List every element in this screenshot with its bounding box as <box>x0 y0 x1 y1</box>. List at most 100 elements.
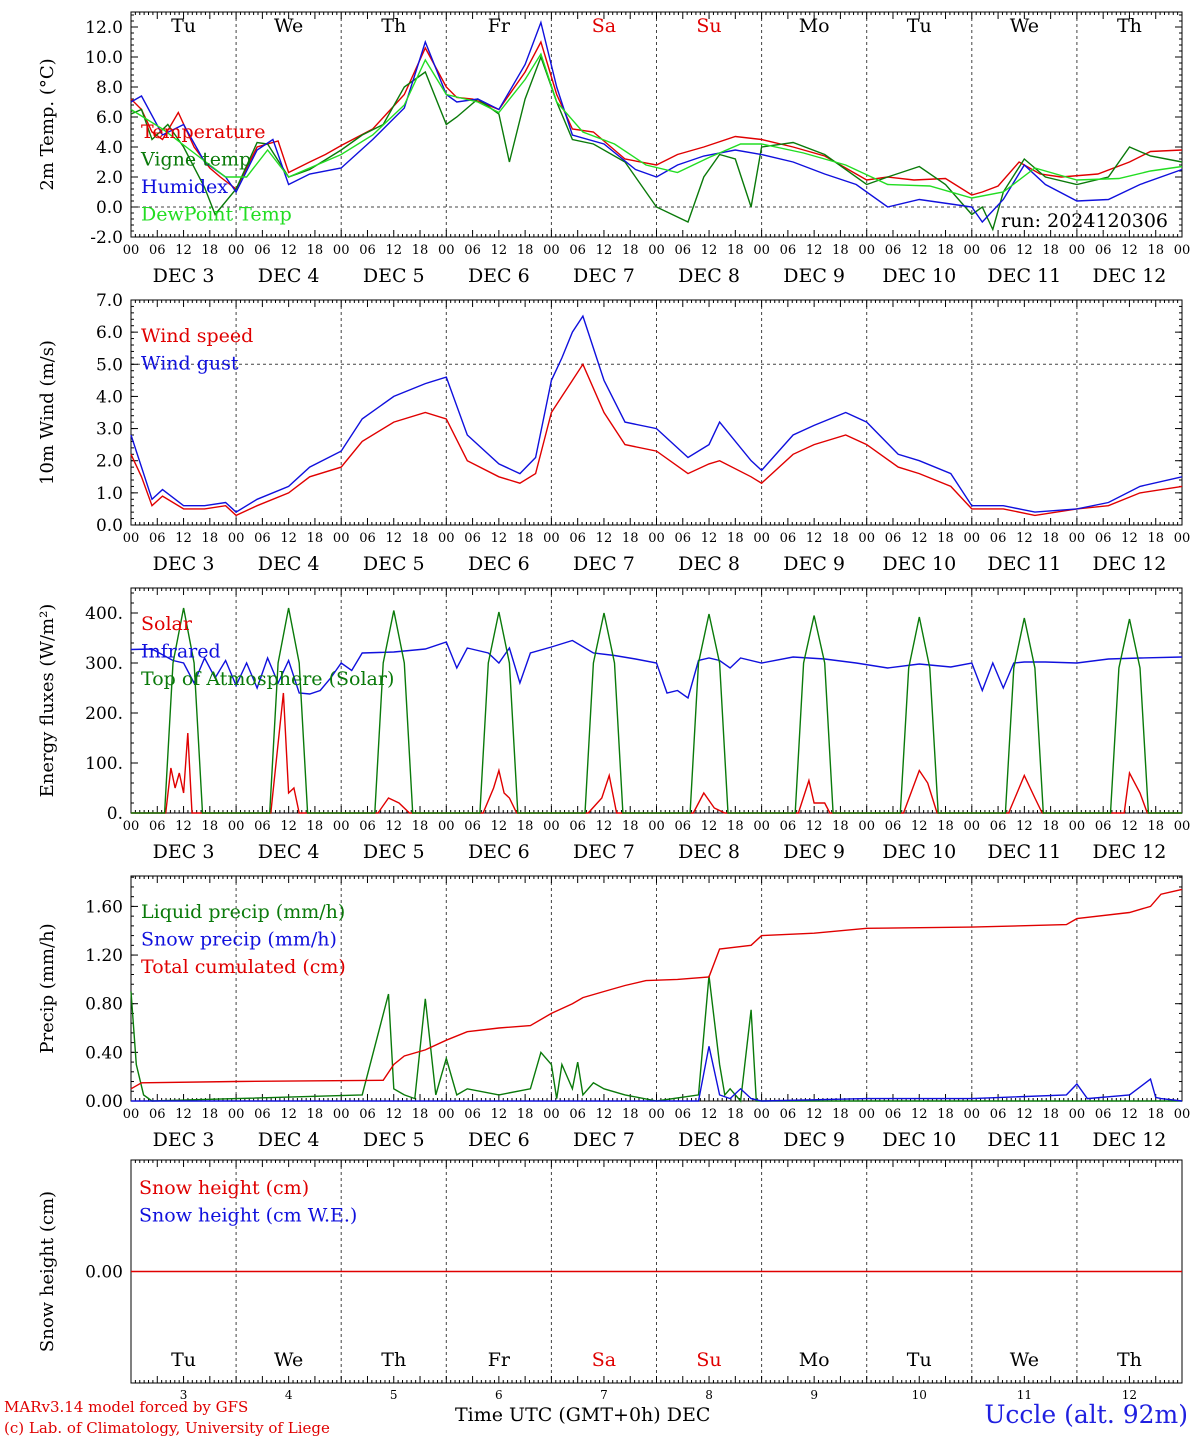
precip-hour-label: 00 <box>438 1107 455 1122</box>
wind-hour-label: 06 <box>464 531 481 546</box>
precip-date-label: DEC 6 <box>468 1129 530 1151</box>
weekday-label-temperature: We <box>274 15 303 37</box>
weekday-label-temperature: We <box>1010 15 1039 37</box>
energy-hour-label: 18 <box>937 819 954 834</box>
wind-y-tick-label: 5.0 <box>96 355 123 375</box>
wind-hour-label: 18 <box>1147 531 1164 546</box>
precip-hour-label: 00 <box>858 1107 875 1122</box>
energy-hour-label: 12 <box>385 819 402 834</box>
temperature-date-label: DEC 11 <box>987 265 1061 287</box>
day-number-label: 10 <box>912 1388 927 1402</box>
energy-hour-label: 00 <box>228 819 245 834</box>
temperature-y-tick-label: 2.0 <box>96 168 123 188</box>
precip-y-tick-label: 0.40 <box>85 1043 123 1063</box>
energy-date-label: DEC 12 <box>1093 841 1167 863</box>
energy-date-label: DEC 6 <box>468 841 530 863</box>
energy-hour-label: 00 <box>438 819 455 834</box>
station-name: Uccle (alt. 92m) <box>984 1400 1188 1429</box>
wind-y-tick-label: 3.0 <box>96 420 123 440</box>
energy-hour-label: 06 <box>464 819 481 834</box>
wind-hour-label: 18 <box>622 531 639 546</box>
energy-hour-label: 12 <box>911 819 928 834</box>
energy-hour-label: 18 <box>1042 819 1059 834</box>
wind-hour-label: 00 <box>858 531 875 546</box>
temperature-hour-label: 00 <box>648 243 665 258</box>
wind-legend-1: Wind gust <box>141 353 239 375</box>
temperature-date-label: DEC 9 <box>783 265 845 287</box>
temperature-legend-0: Temperature <box>141 121 265 143</box>
temperature-hour-label: 12 <box>911 243 928 258</box>
energy-hour-label: 00 <box>964 819 981 834</box>
temperature-hour-label: 00 <box>964 243 981 258</box>
temperature-y-tick-label: 10.0 <box>85 48 123 68</box>
wind-date-label: DEC 12 <box>1093 553 1167 575</box>
wind-date-label: DEC 4 <box>258 553 320 575</box>
energy-hour-label: 00 <box>333 819 350 834</box>
precip-date-label: DEC 9 <box>783 1129 845 1151</box>
run-label: run: 2024120306 <box>1001 210 1168 232</box>
temperature-date-label: DEC 8 <box>678 265 740 287</box>
precip-hour-label: 12 <box>911 1107 928 1122</box>
energy-hour-label: 12 <box>806 819 823 834</box>
wind-hour-label: 12 <box>1016 531 1033 546</box>
energy-hour-label: 00 <box>1069 819 1086 834</box>
precip-series-0-line <box>130 975 1182 1103</box>
wind-y-tick-label: 6.0 <box>96 323 123 343</box>
energy-date-label: DEC 3 <box>153 841 215 863</box>
precip-hour-label: 06 <box>675 1107 692 1122</box>
precip-hour-label: 06 <box>780 1107 797 1122</box>
temperature-legend-1: Vigne temp <box>140 149 251 171</box>
wind-hour-label: 12 <box>491 531 508 546</box>
wind-hour-label: 12 <box>1121 531 1138 546</box>
energy-hour-label: 06 <box>569 819 586 834</box>
wind-hour-label: 00 <box>438 531 455 546</box>
energy-y-tick-label: 300. <box>85 654 123 674</box>
wind-y-tick-label: 1.0 <box>96 484 123 504</box>
precip-y-axis-title: Precip (mm/h) <box>37 923 58 1053</box>
precip-hour-label: 18 <box>1042 1107 1059 1122</box>
precip-date-label: DEC 7 <box>573 1129 635 1151</box>
precip-hour-label: 06 <box>464 1107 481 1122</box>
wind-date-label: DEC 9 <box>783 553 845 575</box>
temperature-hour-label: 06 <box>359 243 376 258</box>
temperature-hour-label: 12 <box>1121 243 1138 258</box>
wind-legend-0: Wind speed <box>141 325 253 347</box>
energy-hour-label: 18 <box>622 819 639 834</box>
wind-series-1-line <box>130 314 1183 513</box>
day-number-label: 3 <box>180 1388 188 1402</box>
precip-hour-label: 00 <box>648 1107 665 1122</box>
wind-hour-label: 00 <box>753 531 770 546</box>
energy-hour-label: 00 <box>858 819 875 834</box>
temperature-y-tick-label: 4.0 <box>96 138 123 158</box>
precip-hour-label: 00 <box>964 1107 981 1122</box>
precip-hour-label: 12 <box>491 1107 508 1122</box>
day-number-label: 7 <box>600 1388 608 1402</box>
wind-date-label: DEC 11 <box>987 553 1061 575</box>
energy-y-tick-label: 100. <box>85 754 123 774</box>
precip-date-label: DEC 10 <box>882 1129 956 1151</box>
weekday-label-temperature: Tu <box>907 15 932 37</box>
temperature-legend-2: Humidex <box>141 176 228 198</box>
wind-hour-label: 00 <box>964 531 981 546</box>
weekday-label-snow: Th <box>381 1349 406 1371</box>
wind-hour-label: 00 <box>648 531 665 546</box>
precip-y-tick-label: 0.80 <box>85 995 123 1015</box>
temperature-hour-label: 06 <box>780 243 797 258</box>
energy-hour-label: 18 <box>832 819 849 834</box>
energy-hour-label: 18 <box>517 819 534 834</box>
weekday-label-snow: Tu <box>907 1349 932 1371</box>
precip-hour-label: 18 <box>727 1107 744 1122</box>
wind-hour-label: 06 <box>885 531 902 546</box>
precip-hour-label: 00 <box>123 1107 140 1122</box>
wind-date-label: DEC 7 <box>573 553 635 575</box>
temperature-hour-label: 12 <box>175 243 192 258</box>
energy-hour-label: 00 <box>648 819 665 834</box>
temperature-series-2-line <box>130 20 1183 224</box>
wind-hour-label: 12 <box>175 531 192 546</box>
wind-hour-label: 00 <box>1069 531 1086 546</box>
weekday-label-snow: Th <box>1117 1349 1142 1371</box>
temperature-hour-label: 18 <box>202 243 219 258</box>
temperature-hour-label: 06 <box>990 243 1007 258</box>
temperature-date-label: DEC 6 <box>468 265 530 287</box>
wind-date-label: DEC 8 <box>678 553 740 575</box>
